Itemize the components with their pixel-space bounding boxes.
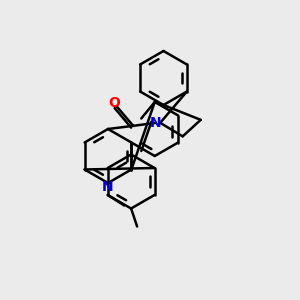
Text: N: N xyxy=(150,116,161,130)
Text: O: O xyxy=(108,96,120,110)
Text: N: N xyxy=(102,180,114,194)
